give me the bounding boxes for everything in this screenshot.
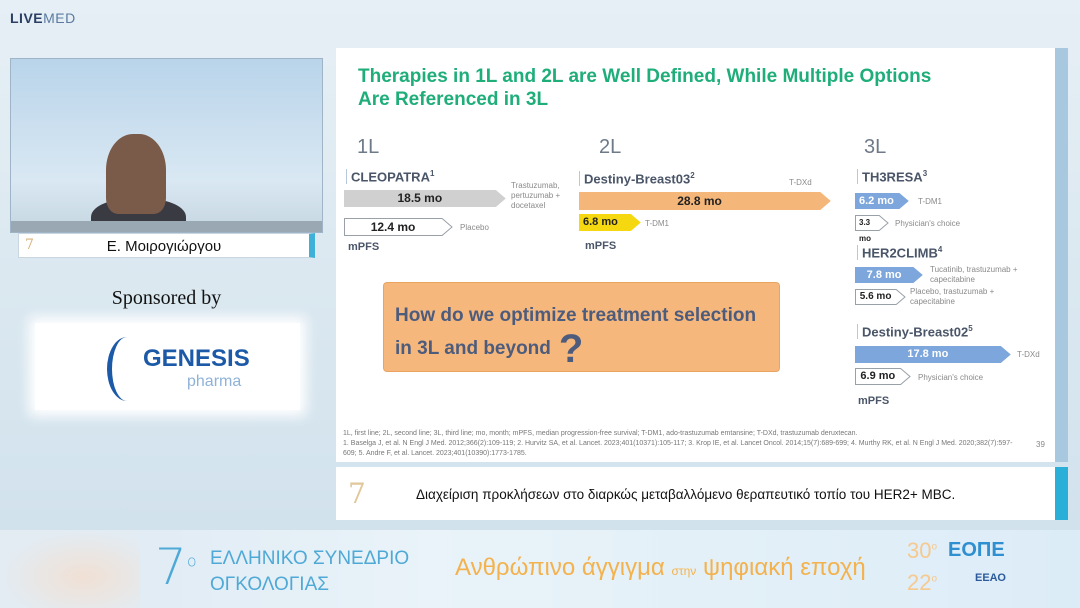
bar-th3resa-arm1: 6.2 mo	[855, 193, 909, 209]
label-th3resa-arm1: T-DM1	[918, 197, 942, 206]
label-cleopatra-arm1: Trastuzumab, pertuzumab + docetaxel	[511, 181, 561, 210]
bar-her2climb-arm2: 5.6 mo	[855, 289, 906, 305]
endpoint-label-3l: mPFS	[858, 395, 890, 407]
bar-arrow-shape	[855, 346, 1011, 363]
trial-cleopatra: CLEOPATRA1	[346, 169, 434, 185]
bar-arrow-shape	[579, 214, 641, 231]
bar-arrow-shape	[855, 215, 889, 231]
slide-page-number: 39	[1036, 440, 1045, 449]
bar-her2climb-arm1: 7.8 mo	[855, 267, 923, 283]
bar-arrow-shape	[344, 218, 453, 236]
label-db03-arm1: T-DXd	[789, 178, 812, 187]
question-box: How do we optimize treatment selection i…	[383, 282, 780, 372]
bar-db03-arm1: 28.8 mo	[579, 192, 831, 210]
question-mark-icon: ?	[558, 327, 584, 371]
trial-destiny-breast02: Destiny-Breast025	[857, 324, 973, 340]
bar-arrow-shape	[344, 190, 506, 207]
logo-arc-icon	[107, 337, 147, 401]
trial-th3resa: TH3RESA3	[857, 169, 927, 185]
livemed-logo: LIVEMED	[10, 10, 76, 26]
bar-db02-arm2: 6.9 mo	[855, 368, 911, 385]
logo-sub: pharma	[187, 373, 242, 390]
speaker-head	[106, 134, 166, 214]
eeao-logo: ΕΕΑΟ	[975, 572, 1006, 584]
bar-arrow-shape	[855, 368, 911, 385]
sponsored-label: Sponsored by	[111, 287, 222, 309]
label-db03-arm2: T-DM1	[645, 219, 669, 228]
speaker-name: Ε. Μοιρογιώργου	[106, 238, 222, 255]
genesis-pharma-logo: GENESIS pharma	[35, 323, 300, 410]
bar-cleopatra-arm2: 12.4 mo	[344, 218, 453, 236]
footnotes: 1L, first line; 2L, second line; 3L, thi…	[343, 429, 1023, 459]
trial-her2climb: HER2CLIMB4	[857, 245, 942, 261]
hands-image	[0, 530, 140, 608]
session-caption-bar: 7 Διαχείριση προκλήσεων στο διαρκώς μετα…	[336, 467, 1068, 520]
line-2l: 2L	[599, 136, 622, 158]
congress-title: ΕΛΛΗΝΙΚΟ ΣΥΝΕΔΡΙΟ ΟΓΚΟΛΟΓΙΑΣ	[210, 548, 410, 595]
question-text: How do we optimize treatment selection i…	[395, 305, 757, 359]
eope-logo: ΕΟΠΕ	[948, 539, 1005, 561]
trial-destiny-breast03: Destiny-Breast032	[579, 171, 695, 187]
congress-badge: 7	[25, 237, 34, 253]
bar-th3resa-arm2: 3.3 mo	[855, 215, 889, 243]
label-th3resa-arm2: Physician's choice	[895, 219, 961, 228]
label-db02-arm1: T-DXd	[1017, 350, 1040, 359]
question: How do we optimize treatment selection i…	[395, 303, 775, 369]
bar-arrow-shape	[579, 192, 831, 210]
speaker-video	[10, 58, 323, 233]
endpoint-label-1l: mPFS	[348, 241, 380, 253]
bar-arrow-shape	[855, 193, 909, 209]
bar-arrow-shape	[855, 289, 906, 305]
session-title: Διαχείριση προκλήσεων στο διαρκώς μεταβα…	[416, 487, 956, 502]
line-1l: 1L	[357, 136, 380, 158]
congress-slogan: Ανθρώπινο άγγιγμα στην ψηφιακή εποχή	[455, 554, 866, 581]
label-her2climb-arm2: Placebo, trastuzumab + capecitabine	[910, 287, 995, 306]
label-her2climb-arm1: Tucatinib, trastuzumab + capecitabine	[930, 265, 1018, 284]
speaker-name-bar: 7 Ε. Μοιρογιώργου	[18, 233, 315, 258]
label-db02-arm2: Physician's choice	[918, 373, 984, 382]
bar-db03-arm2: 6.8 mo	[579, 214, 641, 231]
presentation-slide: Therapies in 1L and 2L are Well Defined,…	[336, 48, 1068, 462]
line-3l: 3L	[864, 136, 887, 158]
slide-title: Therapies in 1L and 2L are Well Defined,…	[358, 66, 932, 110]
eeao-edition: 22ο	[907, 570, 938, 595]
eope-edition: 30ο	[907, 538, 938, 563]
logo-brand: GENESIS	[143, 345, 250, 372]
bar-cleopatra-arm1: 18.5 mo	[344, 190, 506, 207]
congress-number: 7ο	[155, 538, 197, 596]
endpoint-label-2l: mPFS	[585, 240, 617, 252]
label-cleopatra-arm2: Placebo	[460, 223, 489, 232]
footnote-references: 1. Baselga J, et al. N Engl J Med. 2012;…	[343, 440, 1013, 457]
bar-db02-arm1: 17.8 mo	[855, 346, 1011, 363]
podium	[11, 221, 322, 232]
footnote-abbreviations: 1L, first line; 2L, second line; 3L, thi…	[343, 430, 858, 437]
congress-banner: 7ο ΕΛΛΗΝΙΚΟ ΣΥΝΕΔΡΙΟ ΟΓΚΟΛΟΓΙΑΣ Ανθρώπινο…	[0, 530, 1080, 608]
congress-badge: 7	[348, 477, 366, 510]
bar-arrow-shape	[855, 267, 923, 283]
